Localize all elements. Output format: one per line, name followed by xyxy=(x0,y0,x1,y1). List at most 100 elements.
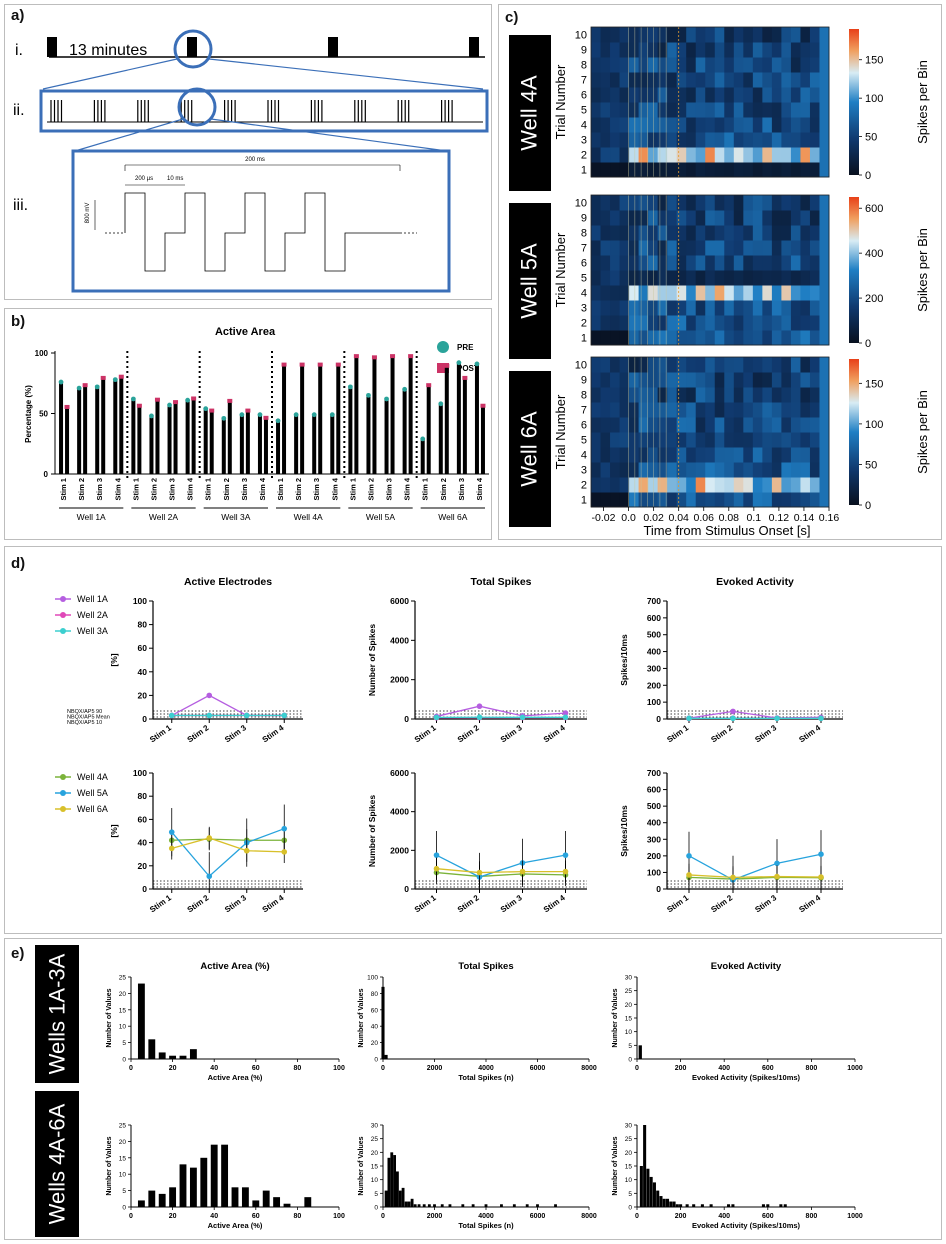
heatmap-cell xyxy=(790,87,801,103)
marker-post xyxy=(408,354,414,359)
marker-post xyxy=(462,375,468,380)
e-y-tick-label: 0 xyxy=(122,1057,126,1064)
heatmap-cell xyxy=(724,315,735,331)
d-y-tick-label: 60 xyxy=(138,814,148,824)
heatmap-cell xyxy=(771,57,782,73)
heatmap-cell xyxy=(600,255,611,271)
heatmap-cell xyxy=(619,372,630,388)
d-x-tick-label: Stim 1 xyxy=(413,723,438,744)
heatmap-cell xyxy=(629,417,640,433)
heatmap-cell xyxy=(771,417,782,433)
b-y-tick-label: 50 xyxy=(39,410,48,419)
heatmap-cell xyxy=(657,417,668,433)
well-label-2: Well 6A xyxy=(509,371,551,527)
c-y-tick-label: 5 xyxy=(581,105,587,117)
heatmap-cell xyxy=(629,240,640,256)
d-x-tick-label: Stim 3 xyxy=(753,893,778,914)
heatmap-cell xyxy=(638,27,649,43)
heatmap-cell xyxy=(591,57,602,73)
heatmap-cell xyxy=(781,270,792,286)
heatmap-cell xyxy=(686,315,697,331)
heatmap-cell xyxy=(619,387,630,403)
e-x-tick-label: 0 xyxy=(635,1213,639,1220)
heatmap-cell xyxy=(743,462,754,478)
marker-pre xyxy=(329,412,335,418)
histogram-bar xyxy=(448,1204,452,1207)
d-x-tick-label: Stim 4 xyxy=(542,893,567,914)
heatmap-cell xyxy=(705,417,716,433)
e-y-tick-label: 5 xyxy=(628,1191,632,1198)
heatmap-cell xyxy=(762,462,773,478)
heatmap-cell xyxy=(600,357,611,373)
heatmap-cell xyxy=(705,477,716,493)
bar-pre xyxy=(276,420,281,474)
heatmap-cell xyxy=(752,147,763,163)
heatmap-cell xyxy=(790,330,801,346)
heatmap-cell xyxy=(676,330,687,346)
heatmap-cell xyxy=(676,462,687,478)
heatmap-cell xyxy=(733,432,744,448)
heatmap-cell xyxy=(781,330,792,346)
heatmap-cell xyxy=(657,285,668,301)
heatmap-cell xyxy=(724,417,735,433)
d-x-tick-label: Stim 4 xyxy=(797,723,822,744)
heatmap-cell xyxy=(591,162,602,178)
heatmap-cell xyxy=(733,285,744,301)
bar-pre xyxy=(312,414,317,474)
heatmap-cell xyxy=(762,270,773,286)
marker-post xyxy=(245,408,251,413)
b-group-label: Well 3A xyxy=(221,512,250,522)
heatmap-cell xyxy=(771,147,782,163)
heatmap-cell xyxy=(657,132,668,148)
b-x-tick-label: Stim 3 xyxy=(95,478,104,501)
legend-marker xyxy=(60,774,66,780)
c-x-tick-label: 0.04 xyxy=(668,512,689,524)
d-y-tick-label: 600 xyxy=(647,785,661,795)
heatmap-cell xyxy=(638,117,649,133)
heatmap-cell xyxy=(819,285,830,301)
heatmap-cell xyxy=(743,417,754,433)
panel-c-label: c) xyxy=(505,9,519,26)
histogram-bar xyxy=(727,1204,731,1207)
heatmap-cell xyxy=(781,240,792,256)
heatmap-cell xyxy=(752,72,763,88)
d-x-tick-label: Stim 1 xyxy=(413,893,438,914)
heatmap-cell xyxy=(762,147,773,163)
e-x-tick-label: 40 xyxy=(210,1065,218,1072)
heatmap-cell xyxy=(705,240,716,256)
e-y-tick-label: 0 xyxy=(374,1057,378,1064)
heatmap-cell xyxy=(591,255,602,271)
d-data-point xyxy=(730,708,736,715)
d-series-line xyxy=(171,838,285,841)
heatmap-cell xyxy=(686,492,697,508)
heatmap-cell xyxy=(771,432,782,448)
heatmap-cell xyxy=(591,195,602,211)
chart-b-ylabel: Percentage (%) xyxy=(24,385,33,443)
d-plot-title: Total Spikes xyxy=(470,576,531,588)
heatmap-cell xyxy=(629,315,640,331)
histograms: Active Area (%) 0 5 10 15 20 25 Number of Value… xyxy=(106,961,863,1230)
c-y-tick-label: 7 xyxy=(581,243,587,255)
heatmap-cell xyxy=(733,87,744,103)
heatmap-cell xyxy=(686,42,697,58)
marker-pre xyxy=(76,385,82,391)
histogram-bar xyxy=(662,1198,666,1207)
b-group-label: Well 1A xyxy=(77,512,106,522)
histogram-bar xyxy=(401,1187,405,1207)
heatmap-cell xyxy=(771,225,782,241)
marker-post xyxy=(299,362,305,367)
heatmap-cell xyxy=(705,102,716,118)
heatmap-cell xyxy=(771,117,782,133)
heatmap-cell xyxy=(752,87,763,103)
heatmap-cell xyxy=(705,285,716,301)
heatmap-cell xyxy=(648,315,659,331)
histogram-bar xyxy=(709,1204,713,1207)
heatmap-cell xyxy=(610,195,621,211)
heatmap-frame xyxy=(590,26,830,178)
marker-pre xyxy=(366,392,371,398)
heatmap-cell xyxy=(762,87,773,103)
heatmap-cell xyxy=(600,87,611,103)
histogram-bar xyxy=(665,1198,670,1207)
heatmap-cell xyxy=(781,402,792,418)
